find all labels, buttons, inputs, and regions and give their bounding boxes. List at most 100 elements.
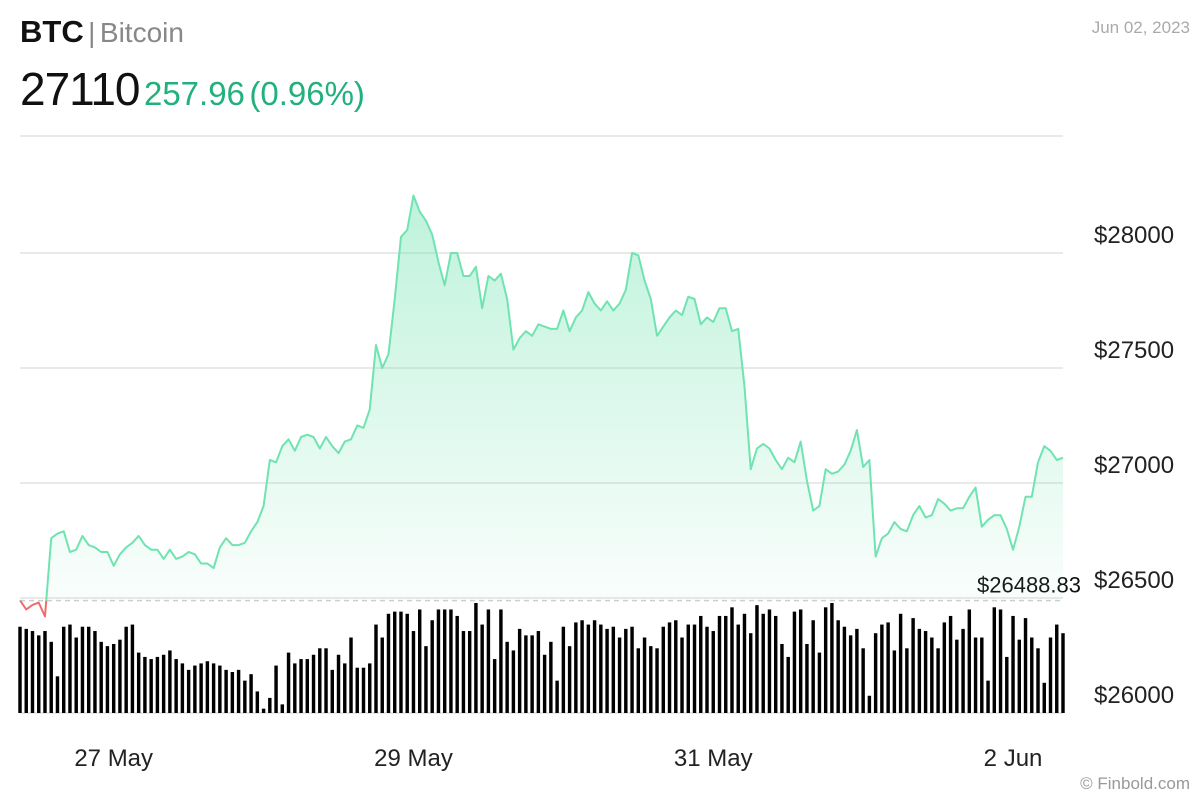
volume-bar (886, 622, 890, 713)
volume-bar (436, 609, 441, 713)
volume-bar (368, 663, 372, 713)
volume-bar (624, 628, 628, 713)
volume-bar (280, 704, 285, 713)
volume-bar (361, 667, 366, 713)
volume-bar (1011, 615, 1015, 713)
volume-bar (86, 626, 91, 713)
volume-bar (180, 663, 185, 713)
volume-bar (574, 622, 578, 713)
volume-bar (848, 635, 853, 713)
volume-bar (905, 648, 909, 713)
volume-bar (424, 646, 428, 713)
volume-bar (892, 650, 897, 713)
volume-bar (193, 665, 197, 713)
volume-bar (1017, 639, 1021, 713)
y-tick-label: $27500 (1094, 337, 1174, 364)
volume-bar (205, 661, 210, 713)
volume-bar (1005, 656, 1009, 713)
volume-bar (1055, 624, 1059, 713)
volume-bar (1042, 682, 1046, 713)
volume-bar (149, 659, 153, 713)
price-area (20, 195, 1063, 601)
volume-bar (873, 633, 878, 713)
volume-bar (823, 607, 828, 713)
volume-bar (580, 620, 584, 713)
volume-bar (1036, 648, 1040, 713)
volume-bar (898, 613, 903, 713)
volume-bar (68, 624, 72, 713)
x-tick-label: 27 May (74, 745, 153, 772)
volume-bar (268, 697, 272, 713)
volume-bar (749, 633, 753, 713)
volume-bar (499, 609, 503, 713)
volume-bar (805, 643, 809, 713)
volume-bar (305, 659, 310, 713)
volume-bar (961, 628, 965, 713)
volume-bar (324, 648, 328, 713)
volume-bar (380, 637, 384, 713)
volume-bar (948, 615, 953, 713)
volume-bar (224, 669, 228, 713)
volume-bar (911, 618, 915, 713)
volume-bar (1061, 633, 1065, 713)
date: Jun 02, 2023 (1091, 18, 1190, 37)
volume-bar (374, 624, 378, 713)
volume-bar (236, 669, 241, 713)
volume-bar (274, 665, 278, 713)
volume-bar (880, 624, 884, 713)
volume-bar (955, 639, 959, 713)
volume-bar (592, 620, 597, 713)
volume-bar (567, 646, 572, 713)
volume-bar (736, 624, 740, 713)
volume-bar (936, 648, 940, 713)
volume-bar (855, 628, 859, 713)
volume-bar (124, 626, 128, 713)
volume-bar (55, 676, 60, 713)
volume-bar (24, 628, 28, 713)
x-tick-label: 29 May (374, 745, 453, 772)
volume-bar (30, 631, 35, 713)
volume-bar (230, 672, 235, 713)
volume-bar (630, 626, 634, 713)
y-tick-label: $26000 (1094, 682, 1174, 709)
volume-bar (168, 650, 172, 713)
volume-bar (449, 609, 453, 713)
y-tick-label: $27000 (1094, 452, 1174, 479)
volume-bar (299, 659, 303, 713)
volume-bar (105, 646, 110, 713)
volume-bar (705, 626, 709, 713)
volume-bar (261, 708, 266, 713)
symbol: BTC (20, 14, 84, 49)
source: © Finbold.com (1080, 774, 1190, 793)
volume-bar (711, 631, 715, 713)
volume-bar (842, 626, 847, 713)
volume-bar (655, 648, 659, 713)
volume-bar (611, 626, 616, 713)
volume-bar (161, 654, 166, 713)
separator: | (88, 17, 96, 48)
volume-bar (286, 652, 291, 713)
volume-bar (811, 620, 815, 713)
volume-bar (417, 609, 422, 713)
price: 27110 (20, 63, 141, 115)
volume-bar (817, 652, 822, 713)
y-tick-label: $28000 (1094, 222, 1174, 249)
volume-bar (155, 656, 160, 713)
volume-bar (755, 605, 759, 713)
volume-bar (442, 609, 447, 713)
volume-bar (336, 654, 341, 713)
volume-bar (218, 665, 222, 713)
volume-bar (136, 652, 141, 713)
volume-bar (724, 615, 728, 713)
volume-bar (511, 650, 516, 713)
volume-bar (174, 659, 178, 713)
volume-bar (37, 635, 41, 713)
x-tick-label: 2 Jun (984, 745, 1043, 772)
volume-bar (861, 648, 865, 713)
volume-bar (867, 695, 872, 713)
price-line-up (19, 194, 1064, 601)
volume-bar (62, 626, 66, 713)
title-row: BTC | Bitcoin (20, 14, 184, 50)
volume-bar (480, 624, 484, 713)
